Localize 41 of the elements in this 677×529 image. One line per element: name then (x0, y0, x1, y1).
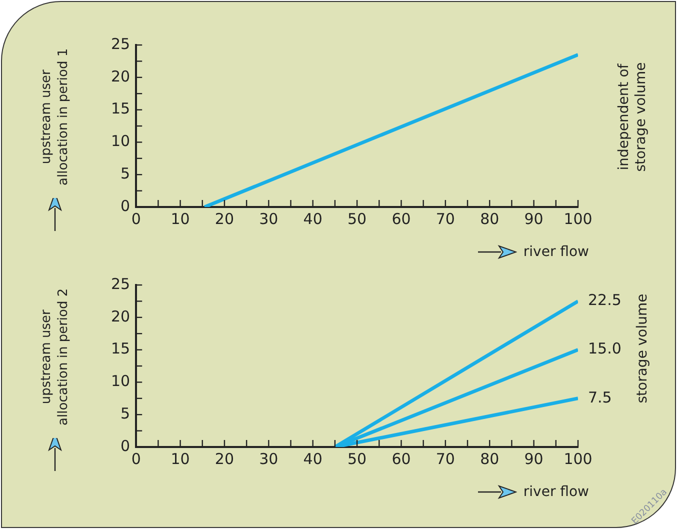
x-tick-label: 30 (259, 450, 278, 468)
y-tick-label: 5 (120, 404, 130, 422)
y-tick-label: 0 (120, 436, 130, 455)
y-axis-title: upstream user allocation in period 2 (38, 287, 72, 428)
y-tick-label: 20 (110, 307, 130, 326)
x-tick-label: 60 (392, 210, 411, 228)
y-tick-label: 20 (110, 67, 130, 86)
x-tick-label: 70 (436, 210, 455, 228)
x-tick-label: 50 (347, 450, 367, 468)
y-tick-label: 15 (110, 100, 130, 118)
series-label: 15.0 (588, 340, 622, 358)
x-tick-label: 80 (480, 450, 500, 468)
x-tick-label: 10 (170, 210, 190, 228)
y-axis-title: upstream user allocation in period 1 (38, 47, 72, 188)
x-tick-label: 70 (436, 450, 455, 468)
x-tick-label: 50 (347, 210, 367, 228)
x-tick-label: 90 (524, 210, 544, 228)
y-tick-label: 10 (110, 372, 130, 390)
y-tick-label: 15 (110, 340, 130, 358)
y-tick-label: 10 (110, 132, 130, 150)
y-tick-label: 5 (120, 164, 130, 182)
text: independent of storage volume (616, 61, 650, 174)
x-axis-title: river flow (523, 484, 589, 500)
x-tick-label: 80 (480, 210, 500, 228)
x-tick-label: 30 (259, 210, 278, 228)
x-axis-title: river flow (523, 244, 589, 260)
x-tick-label: 10 (170, 450, 190, 468)
x-tick-label: 40 (303, 210, 322, 228)
legend-title: storage volume (634, 292, 652, 406)
x-tick-label: 20 (214, 450, 234, 468)
x-tick-label: 20 (214, 210, 234, 228)
x-tick-label: 60 (392, 450, 411, 468)
x-tick-label: 100 (564, 450, 592, 468)
y-tick-label: 25 (110, 274, 130, 293)
series-label: 22.5 (588, 291, 622, 310)
y-tick-label: 0 (120, 196, 130, 215)
y-tick-label: 25 (110, 34, 130, 53)
series-label: 7.5 (588, 388, 612, 406)
x-tick-label: 40 (303, 450, 322, 468)
x-tick-label: 100 (564, 210, 592, 228)
x-tick-label: 90 (524, 450, 544, 468)
